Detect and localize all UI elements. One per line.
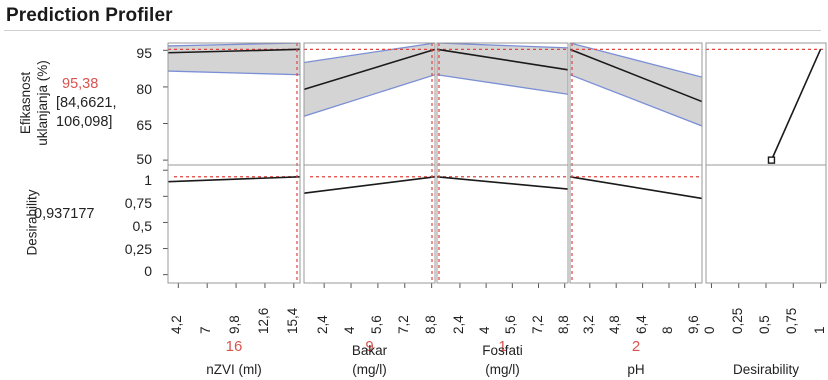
factor-name-line1: pH bbox=[627, 362, 645, 377]
factor-name: pH bbox=[581, 360, 691, 379]
factor-name: Bakar (mg/l) bbox=[315, 341, 425, 379]
xtick-label: 4 bbox=[477, 326, 493, 334]
xtick-label: 0 bbox=[702, 326, 718, 334]
confidence-lower-line bbox=[168, 70, 300, 76]
response-ci-lower: [84,6621, bbox=[56, 95, 117, 111]
desirability-trace bbox=[436, 176, 569, 190]
xtick-label: 7,2 bbox=[529, 315, 545, 334]
desirability-current-value: 0,937177 bbox=[34, 206, 95, 222]
factor-name-line1: Bakar bbox=[351, 343, 388, 358]
desirability-ytick: 0 bbox=[144, 263, 152, 279]
desirability-plot-frame bbox=[569, 164, 703, 284]
xtick-label: 15,4 bbox=[284, 307, 300, 334]
desirability-function-line bbox=[770, 49, 822, 161]
xtick-label: 8,8 bbox=[422, 315, 438, 334]
desirability-plot-frame bbox=[167, 164, 301, 284]
confidence-lower-line bbox=[570, 74, 702, 127]
desirability-ytick: 0,5 bbox=[132, 218, 152, 234]
factor-current-value[interactable]: 2 bbox=[631, 338, 641, 355]
desirability-ytick: 0,75 bbox=[124, 195, 152, 211]
prediction-trace bbox=[569, 48, 703, 103]
factor-name: Desirability bbox=[711, 360, 821, 379]
response-ytick: 80 bbox=[136, 81, 152, 97]
xtick-label: 9,6 bbox=[686, 315, 702, 334]
xtick-label: 9,8 bbox=[227, 315, 243, 334]
xtick-label: 2,4 bbox=[315, 315, 331, 334]
xtick-label: 5,6 bbox=[368, 315, 384, 334]
xtick-label: 7,2 bbox=[395, 315, 411, 334]
response-plot-frame bbox=[705, 42, 827, 166]
confidence-upper-line bbox=[570, 43, 702, 78]
desirability-plot-frame bbox=[705, 164, 827, 284]
confidence-lower-line bbox=[304, 74, 435, 117]
confidence-upper-line bbox=[304, 43, 435, 64]
factor-current-value[interactable]: 1 bbox=[498, 338, 507, 355]
xtick-label: 6,4 bbox=[633, 315, 649, 334]
response-ytick: 65 bbox=[136, 117, 152, 133]
factor-name-line1: nZVI (ml) bbox=[206, 362, 262, 377]
confidence-band bbox=[570, 43, 702, 126]
xtick-label: 12,6 bbox=[255, 307, 271, 334]
confidence-band bbox=[437, 43, 568, 95]
xtick-label: 1 bbox=[811, 326, 827, 334]
desirability-plot-frame bbox=[436, 164, 569, 284]
xtick-label: 7 bbox=[198, 326, 214, 334]
xtick-label: 4,8 bbox=[607, 315, 623, 334]
factor-name-line1: Desirability bbox=[732, 362, 800, 377]
factor-current-value[interactable]: 9 bbox=[365, 338, 374, 355]
prediction-trace bbox=[167, 48, 301, 54]
confidence-lower-line bbox=[437, 74, 568, 95]
xtick-label: 4 bbox=[342, 326, 358, 334]
factor-name-line2: (mg/l) bbox=[352, 362, 387, 377]
prediction-trace bbox=[303, 48, 436, 91]
page-title: Prediction Profiler bbox=[6, 5, 173, 26]
xtick-label: 3,2 bbox=[580, 315, 596, 334]
xtick-label: 8,8 bbox=[555, 315, 571, 334]
prediction-trace bbox=[436, 48, 569, 71]
xtick-label: 5,6 bbox=[503, 315, 519, 334]
confidence-upper-line bbox=[437, 43, 568, 49]
desirability-plot-frame bbox=[303, 164, 436, 284]
response-ci-upper: 106,098] bbox=[56, 114, 113, 130]
desirability-trace bbox=[569, 176, 703, 200]
xtick-label: 0,25 bbox=[729, 307, 745, 334]
xtick-label: 8 bbox=[660, 326, 675, 334]
desirability-trace bbox=[167, 176, 301, 183]
factor-name: Fosfati (mg/l) bbox=[448, 341, 558, 379]
desirability-trace bbox=[303, 176, 436, 194]
response-ytick: 95 bbox=[136, 45, 152, 61]
factor-current-value[interactable]: 16 bbox=[225, 338, 243, 355]
desirability-ytick: 1 bbox=[144, 172, 152, 188]
factor-name-line1: Fosfati bbox=[482, 343, 523, 358]
factor-name: nZVI (ml) bbox=[179, 360, 289, 379]
xtick-label: 0,75 bbox=[784, 307, 800, 334]
confidence-band bbox=[304, 43, 435, 117]
xtick-label: 4,2 bbox=[169, 315, 185, 334]
profiler-title-bar: Prediction Profiler bbox=[4, 4, 821, 31]
factor-name-line2: (mg/l) bbox=[485, 362, 520, 377]
xtick-label: 2,4 bbox=[450, 315, 466, 334]
response-ytick: 50 bbox=[136, 151, 152, 167]
desirability-ytick: 0,25 bbox=[124, 241, 152, 257]
xtick-label: 0,5 bbox=[757, 315, 772, 334]
desirability-handle[interactable] bbox=[767, 156, 776, 164]
response-current-value: 95,38 bbox=[62, 76, 99, 92]
confidence-band bbox=[168, 43, 300, 75]
